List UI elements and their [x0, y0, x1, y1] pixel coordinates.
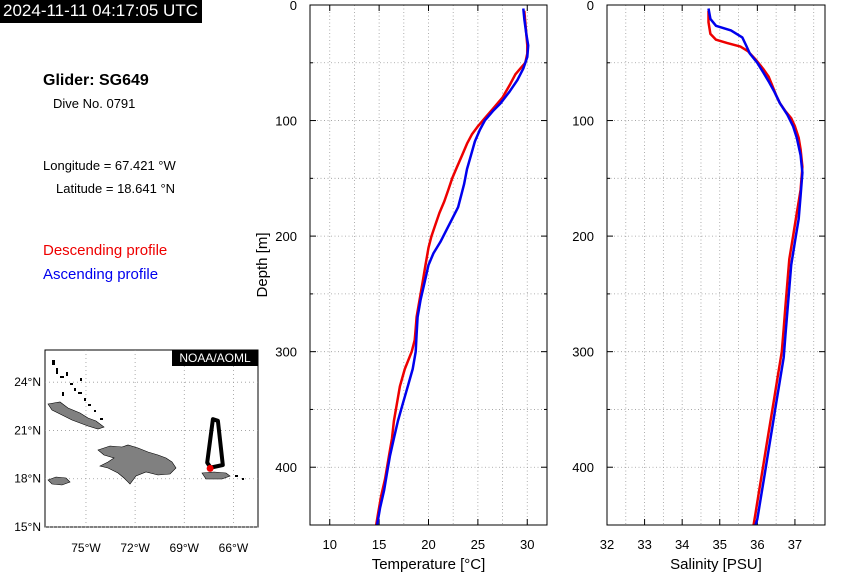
map-lat-label: 15°N — [14, 520, 41, 534]
salinity-x-axis-label: Salinity [PSU] — [670, 556, 762, 573]
salinity-y-tick-label: 300 — [572, 345, 594, 360]
temperature-ascending-line — [375, 8, 530, 526]
glider-position-marker — [206, 464, 214, 472]
temperature-y-axis-label: Depth [m] — [254, 232, 271, 297]
map-lat-label: 21°N — [14, 423, 41, 437]
temperature-x-tick-label: 15 — [372, 537, 386, 552]
map-frame — [44, 349, 259, 528]
jamaica-landmass — [47, 476, 71, 486]
temperature-x-tick-label: 25 — [471, 537, 485, 552]
salinity-x-tick-label: 33 — [637, 537, 651, 552]
salinity-x-tick-label: 37 — [788, 537, 802, 552]
salinity-x-tick-label: 34 — [675, 537, 689, 552]
map-grid — [45, 350, 258, 528]
dive-number: Dive No. 0791 — [53, 96, 136, 111]
temperature-y-tick-label: 300 — [275, 345, 297, 360]
longitude-readout: Longitude = 67.421 °W — [43, 158, 176, 173]
bahamas-islets — [52, 360, 244, 480]
temperature-y-tick-label: 0 — [290, 0, 297, 13]
salinity-x-tick-label: 36 — [750, 537, 764, 552]
latitude-readout: Latitude = 18.641 °N — [56, 181, 176, 196]
temperature-y-tick-label: 400 — [275, 460, 297, 475]
salinity-x-tick-label: 32 — [600, 537, 614, 552]
map-latitude-labels: 24°N 21°N 18°N 15°N — [14, 375, 41, 534]
temperature-descending-line — [374, 10, 529, 526]
temperature-x-tick-label: 10 — [323, 537, 337, 552]
temperature-frame — [309, 4, 548, 526]
temperature-y-tick-label: 200 — [275, 229, 297, 244]
timestamp-label: 2024-11-11 04:17:05 UTC — [0, 0, 202, 23]
map-lon-label: 66°W — [219, 541, 249, 555]
salinity-y-tick-label: 0 — [587, 0, 594, 13]
salinity-x-tick-label: 35 — [713, 537, 727, 552]
temperature-chart: 0 100 200 300 400 10 15 20 25 30 Temperature [°C] D… — [254, 0, 548, 573]
temperature-x-tick-label: 20 — [421, 537, 435, 552]
legend-descending: Descending profile — [43, 242, 168, 259]
temperature-y-tick-label: 100 — [275, 114, 297, 129]
map-lat-label: 18°N — [14, 472, 41, 486]
map-credit: NOAA/AOML — [179, 351, 251, 365]
salinity-y-tick-label: 100 — [572, 114, 594, 129]
map-longitude-labels: 75°W 72°W 69°W 66°W — [71, 541, 249, 555]
salinity-chart: 0 100 200 300 400 32 33 34 35 36 37 Salinity [PSU] — [572, 0, 826, 573]
map-lon-label: 75°W — [71, 541, 101, 555]
map-lon-label: 72°W — [120, 541, 150, 555]
temperature-x-axis-label: Temperature [°C] — [372, 556, 486, 573]
puerto-rico-landmass — [201, 471, 231, 480]
legend-ascending: Ascending profile — [43, 266, 159, 283]
salinity-y-tick-label: 400 — [572, 460, 594, 475]
map-credit-background — [172, 350, 258, 366]
salinity-y-tick-label: 200 — [572, 229, 594, 244]
salinity-frame — [606, 4, 826, 526]
glider-name: Glider: SG649 — [43, 72, 149, 89]
map-lat-label: 24°N — [14, 375, 41, 389]
location-map: NOAA/AOML 75°W 72°W 69°W 66°W 24°N 21°N 18°N 1… — [14, 349, 259, 555]
map-lon-label: 69°W — [170, 541, 200, 555]
hispaniola-landmass — [97, 444, 177, 485]
salinity-ascending-line — [707, 8, 804, 526]
temperature-x-tick-label: 30 — [520, 537, 534, 552]
cuba-landmass — [47, 401, 105, 430]
